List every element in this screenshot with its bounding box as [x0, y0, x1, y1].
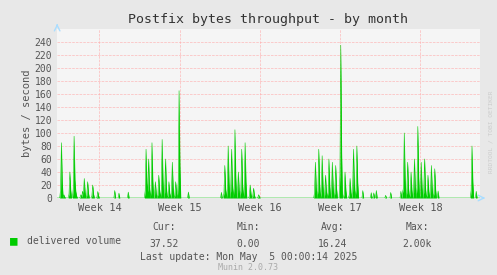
Text: delivered volume: delivered volume	[27, 236, 121, 246]
Text: Cur:: Cur:	[152, 222, 176, 232]
Text: RRDTOOL / TOBI OETIKER: RRDTOOL / TOBI OETIKER	[489, 91, 494, 173]
Text: 16.24: 16.24	[318, 239, 348, 249]
Text: Max:: Max:	[406, 222, 429, 232]
Text: Last update: Mon May  5 00:00:14 2025: Last update: Mon May 5 00:00:14 2025	[140, 252, 357, 262]
Text: Avg:: Avg:	[321, 222, 345, 232]
Text: Min:: Min:	[237, 222, 260, 232]
Text: 2.00k: 2.00k	[403, 239, 432, 249]
Text: ■: ■	[10, 234, 17, 247]
Title: Postfix bytes throughput - by month: Postfix bytes throughput - by month	[128, 13, 409, 26]
Y-axis label: bytes / second: bytes / second	[22, 70, 32, 157]
Text: Munin 2.0.73: Munin 2.0.73	[219, 263, 278, 272]
Text: 37.52: 37.52	[149, 239, 179, 249]
Text: 0.00: 0.00	[237, 239, 260, 249]
